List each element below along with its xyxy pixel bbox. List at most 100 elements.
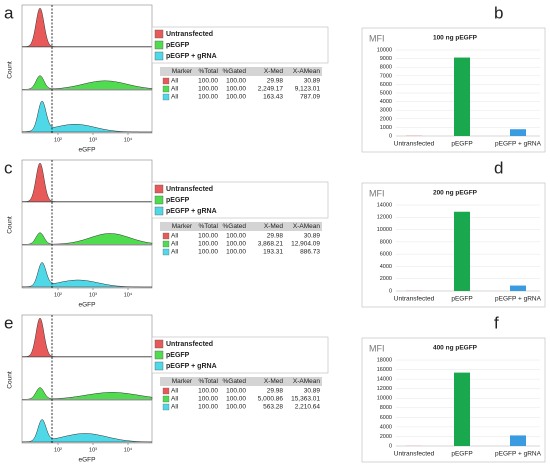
table-header: X-AMean bbox=[293, 378, 320, 385]
y-axis-label: MFI bbox=[369, 33, 385, 43]
table-cell: All bbox=[171, 404, 179, 411]
x-tick-label: pEGFP + gRNA bbox=[495, 141, 542, 148]
table-header: %Total bbox=[198, 378, 218, 385]
bar bbox=[454, 372, 470, 446]
y-tick-label: 0 bbox=[389, 133, 392, 139]
table-cell: 29.98 bbox=[267, 233, 284, 240]
table-cell: 100.00 bbox=[198, 78, 218, 85]
legend-label: pEGFP + gRNA bbox=[166, 208, 217, 215]
table-cell: 100.00 bbox=[226, 241, 246, 248]
legend-label: Untransfected bbox=[166, 341, 213, 348]
x-tick-label: 10² bbox=[54, 447, 62, 453]
bar bbox=[454, 211, 470, 291]
panel-letter: a bbox=[4, 3, 14, 22]
y-tick-label: 9000 bbox=[380, 56, 392, 62]
histogram-frame bbox=[21, 4, 153, 134]
y-tick-label: 6000 bbox=[380, 415, 392, 421]
table-header: %Gated bbox=[223, 68, 247, 75]
table-cell: All bbox=[171, 396, 179, 403]
table-cell: 29.98 bbox=[267, 78, 284, 85]
table-cell: 886.73 bbox=[300, 249, 320, 256]
table-cell: 100.00 bbox=[226, 78, 246, 85]
x-tick-label: 10⁴ bbox=[124, 291, 133, 298]
y-tick-label: 5000 bbox=[380, 90, 392, 96]
table-header-bg bbox=[160, 222, 322, 231]
table-header: Marker bbox=[172, 68, 193, 75]
table-cell: 30.89 bbox=[304, 78, 321, 85]
table-cell: All bbox=[171, 233, 179, 240]
y-tick-label: 1000 bbox=[380, 125, 392, 131]
legend-box bbox=[151, 181, 329, 219]
y-tick-label: 2000 bbox=[380, 434, 392, 440]
table-cell: 15,363.01 bbox=[291, 396, 320, 403]
y-tick-label: 14000 bbox=[377, 377, 392, 383]
x-tick-label: 10² bbox=[54, 137, 62, 143]
bar bbox=[510, 285, 526, 291]
x-tick-label: pEGFP bbox=[451, 451, 472, 458]
y-axis-label: MFI bbox=[369, 188, 385, 198]
legend-label: pEGFP + gRNA bbox=[166, 363, 217, 370]
legend-label: pEGFP + gRNA bbox=[166, 53, 217, 60]
legend-swatch bbox=[154, 40, 164, 50]
table-cell: 100.00 bbox=[226, 404, 246, 411]
y-tick-label: 14000 bbox=[377, 202, 392, 208]
y-axis-label: Count bbox=[7, 61, 14, 79]
y-tick-label: 3000 bbox=[380, 108, 392, 114]
table-cell: 9,123.01 bbox=[295, 86, 321, 93]
table-header: %Total bbox=[198, 68, 218, 75]
panel-letter: f bbox=[494, 313, 499, 332]
table-cell: 29.98 bbox=[267, 388, 284, 395]
legend-box bbox=[151, 26, 329, 64]
x-axis-label: eGFP bbox=[79, 302, 96, 309]
x-tick-label: pEGFP bbox=[451, 141, 472, 148]
row-swatch bbox=[162, 232, 170, 240]
histogram bbox=[21, 162, 153, 202]
y-tick-label: 2000 bbox=[380, 276, 392, 282]
legend-label: pEGFP bbox=[166, 197, 190, 204]
histogram bbox=[21, 387, 153, 400]
y-tick-label: 6000 bbox=[380, 82, 392, 88]
table-cell: 100.00 bbox=[198, 388, 218, 395]
x-axis-label: eGFP bbox=[79, 457, 96, 464]
table-cell: 2,210.64 bbox=[295, 404, 321, 411]
legend-swatch bbox=[154, 195, 164, 205]
table-cell: 100.00 bbox=[226, 396, 246, 403]
table-cell: 563.28 bbox=[263, 404, 283, 411]
table-cell: 100.00 bbox=[198, 249, 218, 256]
x-tick-label: 10³ bbox=[89, 137, 97, 143]
y-tick-label: 10000 bbox=[377, 227, 392, 233]
table-header: Marker bbox=[172, 378, 193, 385]
bar bbox=[510, 129, 526, 136]
y-tick-label: 8000 bbox=[380, 65, 392, 71]
row-swatch bbox=[162, 387, 170, 395]
table-cell: 100.00 bbox=[198, 86, 218, 93]
x-tick-label: Untransfected bbox=[394, 451, 435, 458]
legend-label: Untransfected bbox=[166, 31, 213, 38]
table-cell: 100.00 bbox=[226, 388, 246, 395]
histogram bbox=[21, 100, 152, 133]
legend-label: Untransfected bbox=[166, 186, 213, 193]
y-tick-label: 8000 bbox=[380, 405, 392, 411]
table-cell: 3,868.21 bbox=[258, 241, 284, 248]
y-tick-label: 8000 bbox=[380, 239, 392, 245]
row-swatch bbox=[162, 395, 170, 403]
histogram bbox=[21, 75, 153, 90]
legend-swatch bbox=[154, 350, 164, 360]
table-cell: All bbox=[171, 78, 179, 85]
legend-label: pEGFP bbox=[166, 42, 190, 49]
y-tick-label: 2000 bbox=[380, 116, 392, 122]
table-header: %Gated bbox=[223, 223, 247, 230]
panel-letter: c bbox=[4, 158, 13, 177]
table-cell: 100.00 bbox=[226, 249, 246, 256]
legend-box bbox=[151, 336, 329, 374]
x-tick-label: 10² bbox=[54, 292, 62, 298]
y-tick-label: 10000 bbox=[377, 396, 392, 402]
histogram-frame bbox=[21, 159, 153, 289]
y-tick-label: 18000 bbox=[377, 357, 392, 363]
row-swatch bbox=[162, 93, 170, 101]
table-cell: 100.00 bbox=[198, 396, 218, 403]
table-header: %Total bbox=[198, 223, 218, 230]
chart-title: 200 ng pEGFP bbox=[433, 190, 478, 197]
table-cell: All bbox=[171, 249, 179, 256]
